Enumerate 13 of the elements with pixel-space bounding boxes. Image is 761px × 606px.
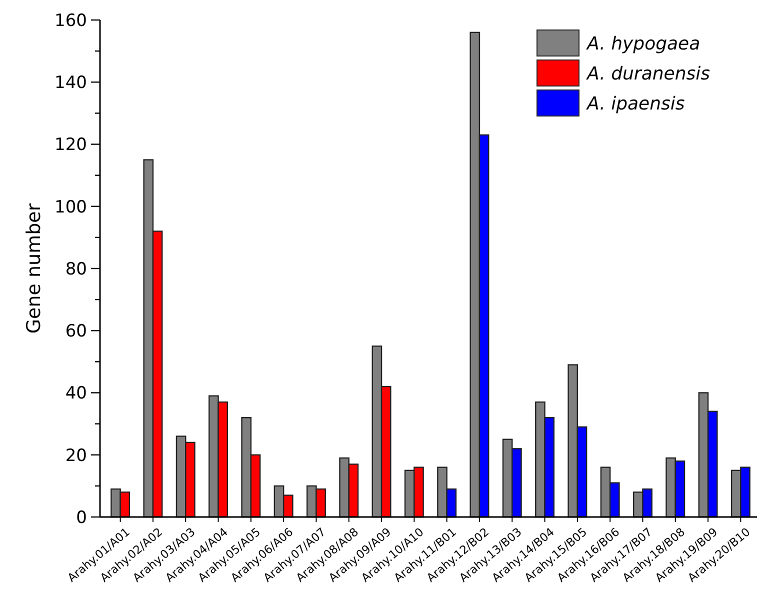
y-tick-label: 20 xyxy=(65,446,87,466)
y-tick-label: 40 xyxy=(65,384,87,404)
y-tick-label: 140 xyxy=(54,73,87,94)
legend-label: A. duranensis xyxy=(586,63,710,84)
y-tick-label: 120 xyxy=(54,135,87,156)
legend-label: A. hypogaea xyxy=(586,33,700,54)
y-axis-title: Gene number xyxy=(23,203,45,334)
y-tick-label: 0 xyxy=(76,508,87,528)
y-tick-label: 80 xyxy=(65,259,87,280)
legend-label: A. ipaensis xyxy=(586,93,685,114)
y-tick-label: 60 xyxy=(65,322,87,342)
y-tick-label: 100 xyxy=(54,197,87,218)
y-tick-label: 160 xyxy=(54,10,87,31)
